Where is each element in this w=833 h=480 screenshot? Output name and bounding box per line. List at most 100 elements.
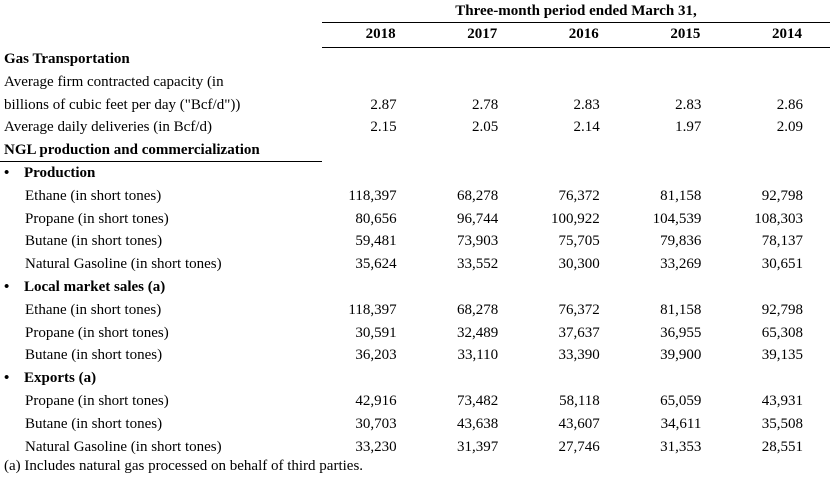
bullet-icon: • <box>4 278 10 295</box>
table-cell: 33,269 <box>660 256 702 273</box>
row-values: 36,203 33,110 33,390 39,900 39,135 <box>322 344 830 367</box>
row-values: 80,656 96,744 100,922 104,539 108,303 <box>322 208 830 231</box>
row-label: Propane (in short tones) <box>25 392 169 409</box>
section-heading: Gas Transportation <box>4 51 130 67</box>
table-row: Natural Gasoline (in short tones) 33,230 3… <box>0 436 833 459</box>
row-label: Average firm contracted capacity (in <box>4 73 224 90</box>
table-row: Butane (in short tones) 30,703 43,638 43,60… <box>0 413 833 436</box>
table-cell: 59,481 <box>355 233 397 250</box>
table-row: Average firm contracted capacity (in <box>0 71 833 94</box>
row-values: 2.87 2.78 2.83 2.83 2.86 <box>322 94 830 117</box>
table-row: • Exports (a) <box>0 367 833 390</box>
row-label: Average daily deliveries (in Bcf/d) <box>4 119 212 136</box>
year-rule <box>322 47 830 48</box>
subsection-heading: • Production <box>4 162 95 185</box>
table-cell: 43,931 <box>761 392 803 409</box>
table-cell: 78,137 <box>761 233 803 250</box>
table-cell: 31,353 <box>660 438 702 455</box>
table-cell: 96,744 <box>456 210 499 227</box>
year-2018: 2018 <box>365 26 396 42</box>
period-header: Three-month period ended March 31, <box>455 3 697 19</box>
row-values: 42,916 73,482 58,118 65,059 43,931 <box>322 390 830 413</box>
row-values: 2.15 2.05 2.14 1.97 2.09 <box>322 116 830 139</box>
year-2014: 2014 <box>771 26 802 42</box>
table-cell: 39,135 <box>761 347 803 364</box>
table-cell: 79,836 <box>660 233 702 250</box>
row-label: Butane (in short tones) <box>25 233 163 250</box>
table-cell: 33,230 <box>355 438 397 455</box>
table-cell: 2.83 <box>675 96 702 113</box>
subsection-heading: • Exports (a) <box>4 367 96 390</box>
table-cell: 100,922 <box>551 210 600 227</box>
table-row: Ethane (in short tones) 118,397 68,278 76,3… <box>0 185 833 208</box>
table-cell: 76,372 <box>558 187 600 204</box>
row-values: 30,703 43,638 43,607 34,611 35,508 <box>322 413 830 436</box>
table-cell: 33,110 <box>457 347 499 364</box>
table-cell: 2.09 <box>776 119 803 136</box>
table-row: Propane (in short tones) 80,656 96,744 100,… <box>0 208 833 231</box>
row-values: 59,481 73,903 75,705 79,836 78,137 <box>322 230 830 253</box>
table-cell: 43,638 <box>456 415 499 432</box>
table-cell: 1.97 <box>675 119 702 136</box>
table-cell: 30,703 <box>355 415 397 432</box>
table-cell: 2.14 <box>573 119 600 136</box>
footnote: (a) Includes natural gas processed on be… <box>4 458 364 474</box>
table-cell: 36,203 <box>355 347 397 364</box>
table-cell: 30,300 <box>558 256 600 273</box>
table-cell: 108,303 <box>754 210 803 227</box>
table-cell: 2.87 <box>370 96 397 113</box>
subsection-label: Exports (a) <box>24 370 97 387</box>
table-cell: 92,798 <box>761 187 803 204</box>
subsection-label: Production <box>24 164 96 181</box>
table-cell: 118,397 <box>348 301 397 318</box>
table-row: NGL production and commercialization <box>0 139 833 162</box>
table-row: Gas Transportation <box>0 48 833 71</box>
table-cell: 73,482 <box>456 392 499 409</box>
table-cell: 92,798 <box>761 301 803 318</box>
table-cell: 30,591 <box>355 324 397 341</box>
table-cell: 65,059 <box>660 392 702 409</box>
row-values: 35,624 33,552 30,300 33,269 30,651 <box>322 253 830 276</box>
year-header-row: 2018 2017 2016 2015 2014 <box>322 26 830 43</box>
table-cell: 28,551 <box>761 438 803 455</box>
table-row: Propane (in short tones) 30,591 32,489 37,6… <box>0 322 833 345</box>
table-cell: 30,651 <box>761 256 803 273</box>
row-label: Butane (in short tones) <box>25 347 163 364</box>
table-cell: 65,308 <box>761 324 803 341</box>
table-cell: 33,390 <box>558 347 600 364</box>
table-cell: 33,552 <box>456 256 499 273</box>
table-cell: 42,916 <box>355 392 397 409</box>
table-row: Butane (in short tones) 36,203 33,110 33,39… <box>0 344 833 367</box>
table-cell: 118,397 <box>348 187 397 204</box>
row-label: Ethane (in short tones) <box>25 301 162 318</box>
table-cell: 2.78 <box>471 96 499 113</box>
table-cell: 31,397 <box>456 438 499 455</box>
table-cell: 34,611 <box>660 415 702 432</box>
table-cell: 37,637 <box>558 324 600 341</box>
table-row: • Local market sales (a) <box>0 276 833 299</box>
table-row: billions of cubic feet per day ("Bcf/d")… <box>0 94 833 117</box>
table-cell: 39,900 <box>660 347 702 364</box>
row-label: Butane (in short tones) <box>25 415 163 432</box>
row-label: Natural Gasoline (in short tones) <box>25 438 222 455</box>
row-values: 33,230 31,397 27,746 31,353 28,551 <box>322 436 830 459</box>
row-label: Ethane (in short tones) <box>25 187 162 204</box>
row-label: Natural Gasoline (in short tones) <box>25 256 222 273</box>
table-cell: 2.86 <box>776 96 803 113</box>
header-rule <box>322 22 830 23</box>
row-label: billions of cubic feet per day ("Bcf/d")… <box>4 96 241 113</box>
table-row: Propane (in short tones) 42,916 73,482 58,1… <box>0 390 833 413</box>
table-cell: 35,624 <box>355 256 397 273</box>
table-cell: 73,903 <box>456 233 499 250</box>
table-cell: 68,278 <box>456 187 499 204</box>
table-row: Average daily deliveries (in Bcf/d) 2.15 2… <box>0 116 833 139</box>
table-cell: 80,656 <box>355 210 397 227</box>
table-row: Butane (in short tones) 59,481 73,903 75,70… <box>0 230 833 253</box>
row-label: Propane (in short tones) <box>25 210 169 227</box>
table-cell: 76,372 <box>558 301 600 318</box>
table-cell: 2.15 <box>370 119 397 136</box>
section-heading: NGL production and commercialization <box>4 142 260 159</box>
table-cell: 75,705 <box>558 233 600 250</box>
year-2017: 2017 <box>467 26 498 42</box>
